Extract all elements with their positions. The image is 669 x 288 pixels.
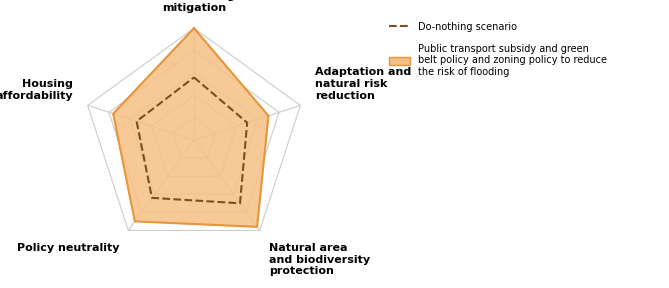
Text: Adaptation and
natural risk
reduction: Adaptation and natural risk reduction bbox=[315, 67, 411, 101]
Text: Policy neutrality: Policy neutrality bbox=[17, 243, 119, 253]
Text: Natural area
and biodiversity
protection: Natural area and biodiversity protection bbox=[269, 243, 370, 276]
Text: Climate change
mitigation: Climate change mitigation bbox=[146, 0, 242, 12]
Legend: Do-nothing scenario, Public transport subsidy and green
belt policy and zoning p: Do-nothing scenario, Public transport su… bbox=[386, 19, 610, 80]
Text: Housing
affordability: Housing affordability bbox=[0, 79, 73, 101]
Polygon shape bbox=[113, 28, 268, 227]
